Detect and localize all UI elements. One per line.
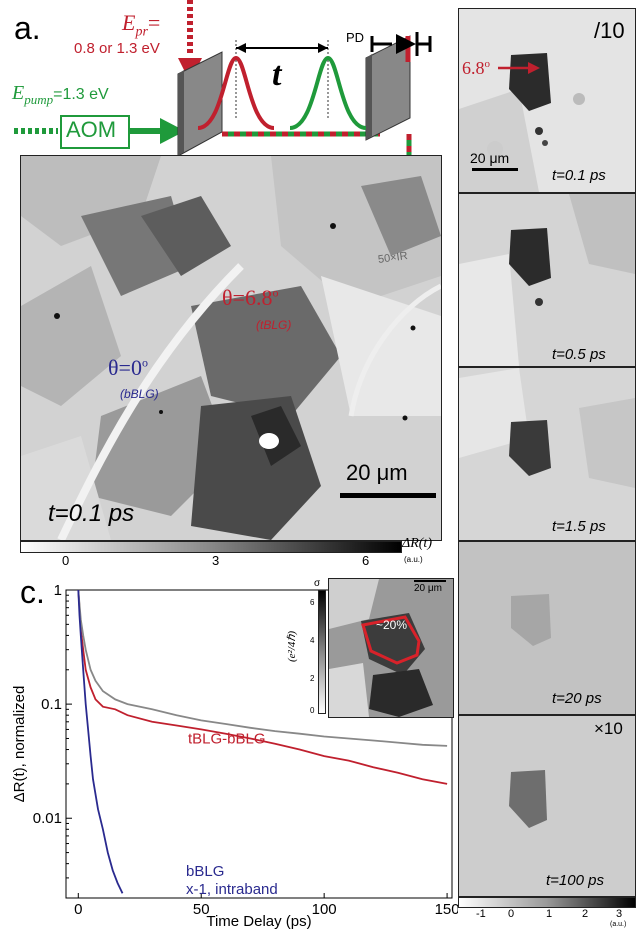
legend-tblg: tBLG-bBLG bbox=[188, 731, 266, 748]
y-tick-label: 1 bbox=[54, 582, 62, 599]
panel-b-scalebar-label: 20 μm bbox=[470, 150, 510, 166]
panel-b-frame-5-corner: ×10 bbox=[594, 719, 623, 738]
theta-tblg-label: θ=6.8o bbox=[222, 285, 278, 311]
legend-bblg: bBLG bbox=[186, 863, 224, 880]
inset-colorbar-tick-0: 0 bbox=[310, 706, 315, 715]
panel-b-frame-3 bbox=[458, 367, 636, 541]
aom-box bbox=[60, 115, 130, 149]
panel-b-frame-5 bbox=[458, 715, 636, 897]
bblg-sublabel: (bBLG) bbox=[120, 387, 159, 401]
x-tick-label: 0 bbox=[74, 901, 82, 918]
panel-b-frame-5-time: t=100 ps bbox=[546, 872, 604, 889]
panel-b-angle-arrow bbox=[498, 62, 540, 74]
panel-a-colorbar bbox=[20, 541, 402, 553]
inset-scalebar bbox=[414, 580, 446, 582]
series-line-1 bbox=[77, 589, 448, 747]
panel-a-scalebar-label: 20 μm bbox=[346, 460, 408, 485]
decay-chart: 0 50 100 150 0.01 0.1 1 Time Delay (ps) ΔR(t), n… bbox=[11, 582, 458, 930]
panel-b-frame-4 bbox=[458, 541, 636, 715]
green-pulse bbox=[289, 55, 367, 130]
panel-a-colorbar-unit: (a.u.) bbox=[404, 555, 423, 564]
panel-b-colorbar-unit: (a.u.) bbox=[610, 921, 627, 928]
panel-b-frame-3-time: t=1.5 ps bbox=[552, 518, 606, 535]
inset-sigma: σ bbox=[314, 578, 321, 589]
e-pr-values: 0.8 or 1.3 eV bbox=[74, 40, 160, 57]
inset-axis-label: (e²/4ℏ) bbox=[286, 630, 299, 663]
panel-b-frame-1-corner: /10 bbox=[594, 18, 625, 43]
e-pr-symbol: E bbox=[122, 10, 136, 35]
e-pr-equals: = bbox=[147, 10, 161, 35]
panel-b-frame-4-time: t=20 ps bbox=[552, 690, 602, 707]
inset-colorbar bbox=[318, 590, 326, 714]
legend-intraband: x-1, intraband bbox=[186, 881, 278, 898]
theta-bblg-degree: o bbox=[141, 355, 148, 370]
panel-a-image-art bbox=[21, 156, 441, 540]
panel-a-colorbar-label: ΔR(t) bbox=[402, 536, 432, 551]
panel-b-scalebar bbox=[472, 168, 518, 171]
e-pump-subscript: pump bbox=[24, 92, 54, 107]
e-pump-symbol: E bbox=[12, 82, 25, 104]
delay-label: t bbox=[272, 56, 282, 93]
red-pulse bbox=[197, 55, 275, 130]
panel-b-frame-1 bbox=[458, 8, 636, 193]
panel-b-frame-1-time: t=0.1 ps bbox=[552, 167, 606, 184]
panel-b-colorbar-tick-4: 3 bbox=[616, 908, 623, 920]
x-tick-label: 50 bbox=[193, 901, 210, 918]
panel-c-letter: c. bbox=[20, 574, 45, 610]
panel-a-colorbar-tick-1: 3 bbox=[212, 553, 220, 568]
aom-label: AOM bbox=[66, 117, 117, 142]
panel-b-colorbar-tick-0: -1 bbox=[476, 908, 486, 920]
inset-image bbox=[328, 578, 454, 718]
x-tick-label: 100 bbox=[312, 901, 337, 918]
e-pump-label: Epump=1.3 eV bbox=[12, 82, 109, 108]
panel-a-letter: a. bbox=[14, 10, 41, 46]
panel-b-angle-value: 6.8 bbox=[462, 58, 485, 78]
e-pr-subscript: pr bbox=[135, 24, 148, 40]
x-tick-label: 150 bbox=[435, 901, 458, 918]
inset-scalebar-label: 20 μm bbox=[414, 583, 442, 594]
panel-b-frame-2-time: t=0.5 ps bbox=[552, 346, 606, 363]
y-axis-label: ΔR(t), normalized bbox=[11, 686, 28, 803]
theta-bblg-label: θ=0o bbox=[108, 355, 148, 381]
panel-b-colorbar-tick-3: 2 bbox=[582, 908, 589, 920]
photodiode-icon bbox=[370, 32, 432, 56]
series-line-2 bbox=[77, 589, 124, 894]
pd-label: PD bbox=[346, 30, 365, 45]
theta-bblg-value: θ=0 bbox=[108, 355, 142, 380]
plot-frame bbox=[65, 589, 453, 899]
panel-b-colorbar-tick-2: 1 bbox=[546, 908, 553, 920]
panel-a-time-label: t=0.1 ps bbox=[48, 500, 135, 527]
inset-colorbar-tick-4: 4 bbox=[310, 636, 315, 645]
panel-a-colorbar-tick-0: 0 bbox=[62, 553, 70, 568]
x-axis-label: Time Delay (ps) bbox=[206, 913, 311, 930]
y-tick-label: 0.1 bbox=[41, 696, 62, 713]
theta-tblg-value: θ=6.8 bbox=[222, 285, 273, 310]
inset-colorbar-tick-2: 2 bbox=[310, 674, 315, 683]
panel-b-colorbar bbox=[458, 897, 636, 908]
theta-tblg-degree: o bbox=[272, 285, 279, 300]
tblg-sublabel: (tBLG) bbox=[256, 318, 292, 332]
panel-b-angle-degree: o bbox=[484, 58, 491, 70]
panel-a-image bbox=[20, 155, 442, 541]
panel-b-frame-2 bbox=[458, 193, 636, 367]
inset-colorbar-tick-6: 6 bbox=[310, 598, 315, 607]
series-line-0 bbox=[77, 589, 448, 785]
inset-region-label: ~20% bbox=[376, 618, 408, 632]
panel-b-colorbar-tick-1: 0 bbox=[508, 908, 515, 920]
panel-a-scalebar bbox=[340, 493, 436, 498]
pump-arrow-head bbox=[160, 118, 185, 144]
e-pr-label: Epr= bbox=[122, 10, 160, 40]
y-tick-label: 0.01 bbox=[33, 810, 62, 827]
panel-b-angle-label: 6.8o bbox=[462, 58, 490, 79]
e-pump-value: =1.3 eV bbox=[53, 86, 109, 103]
panel-a-colorbar-tick-2: 6 bbox=[362, 553, 370, 568]
